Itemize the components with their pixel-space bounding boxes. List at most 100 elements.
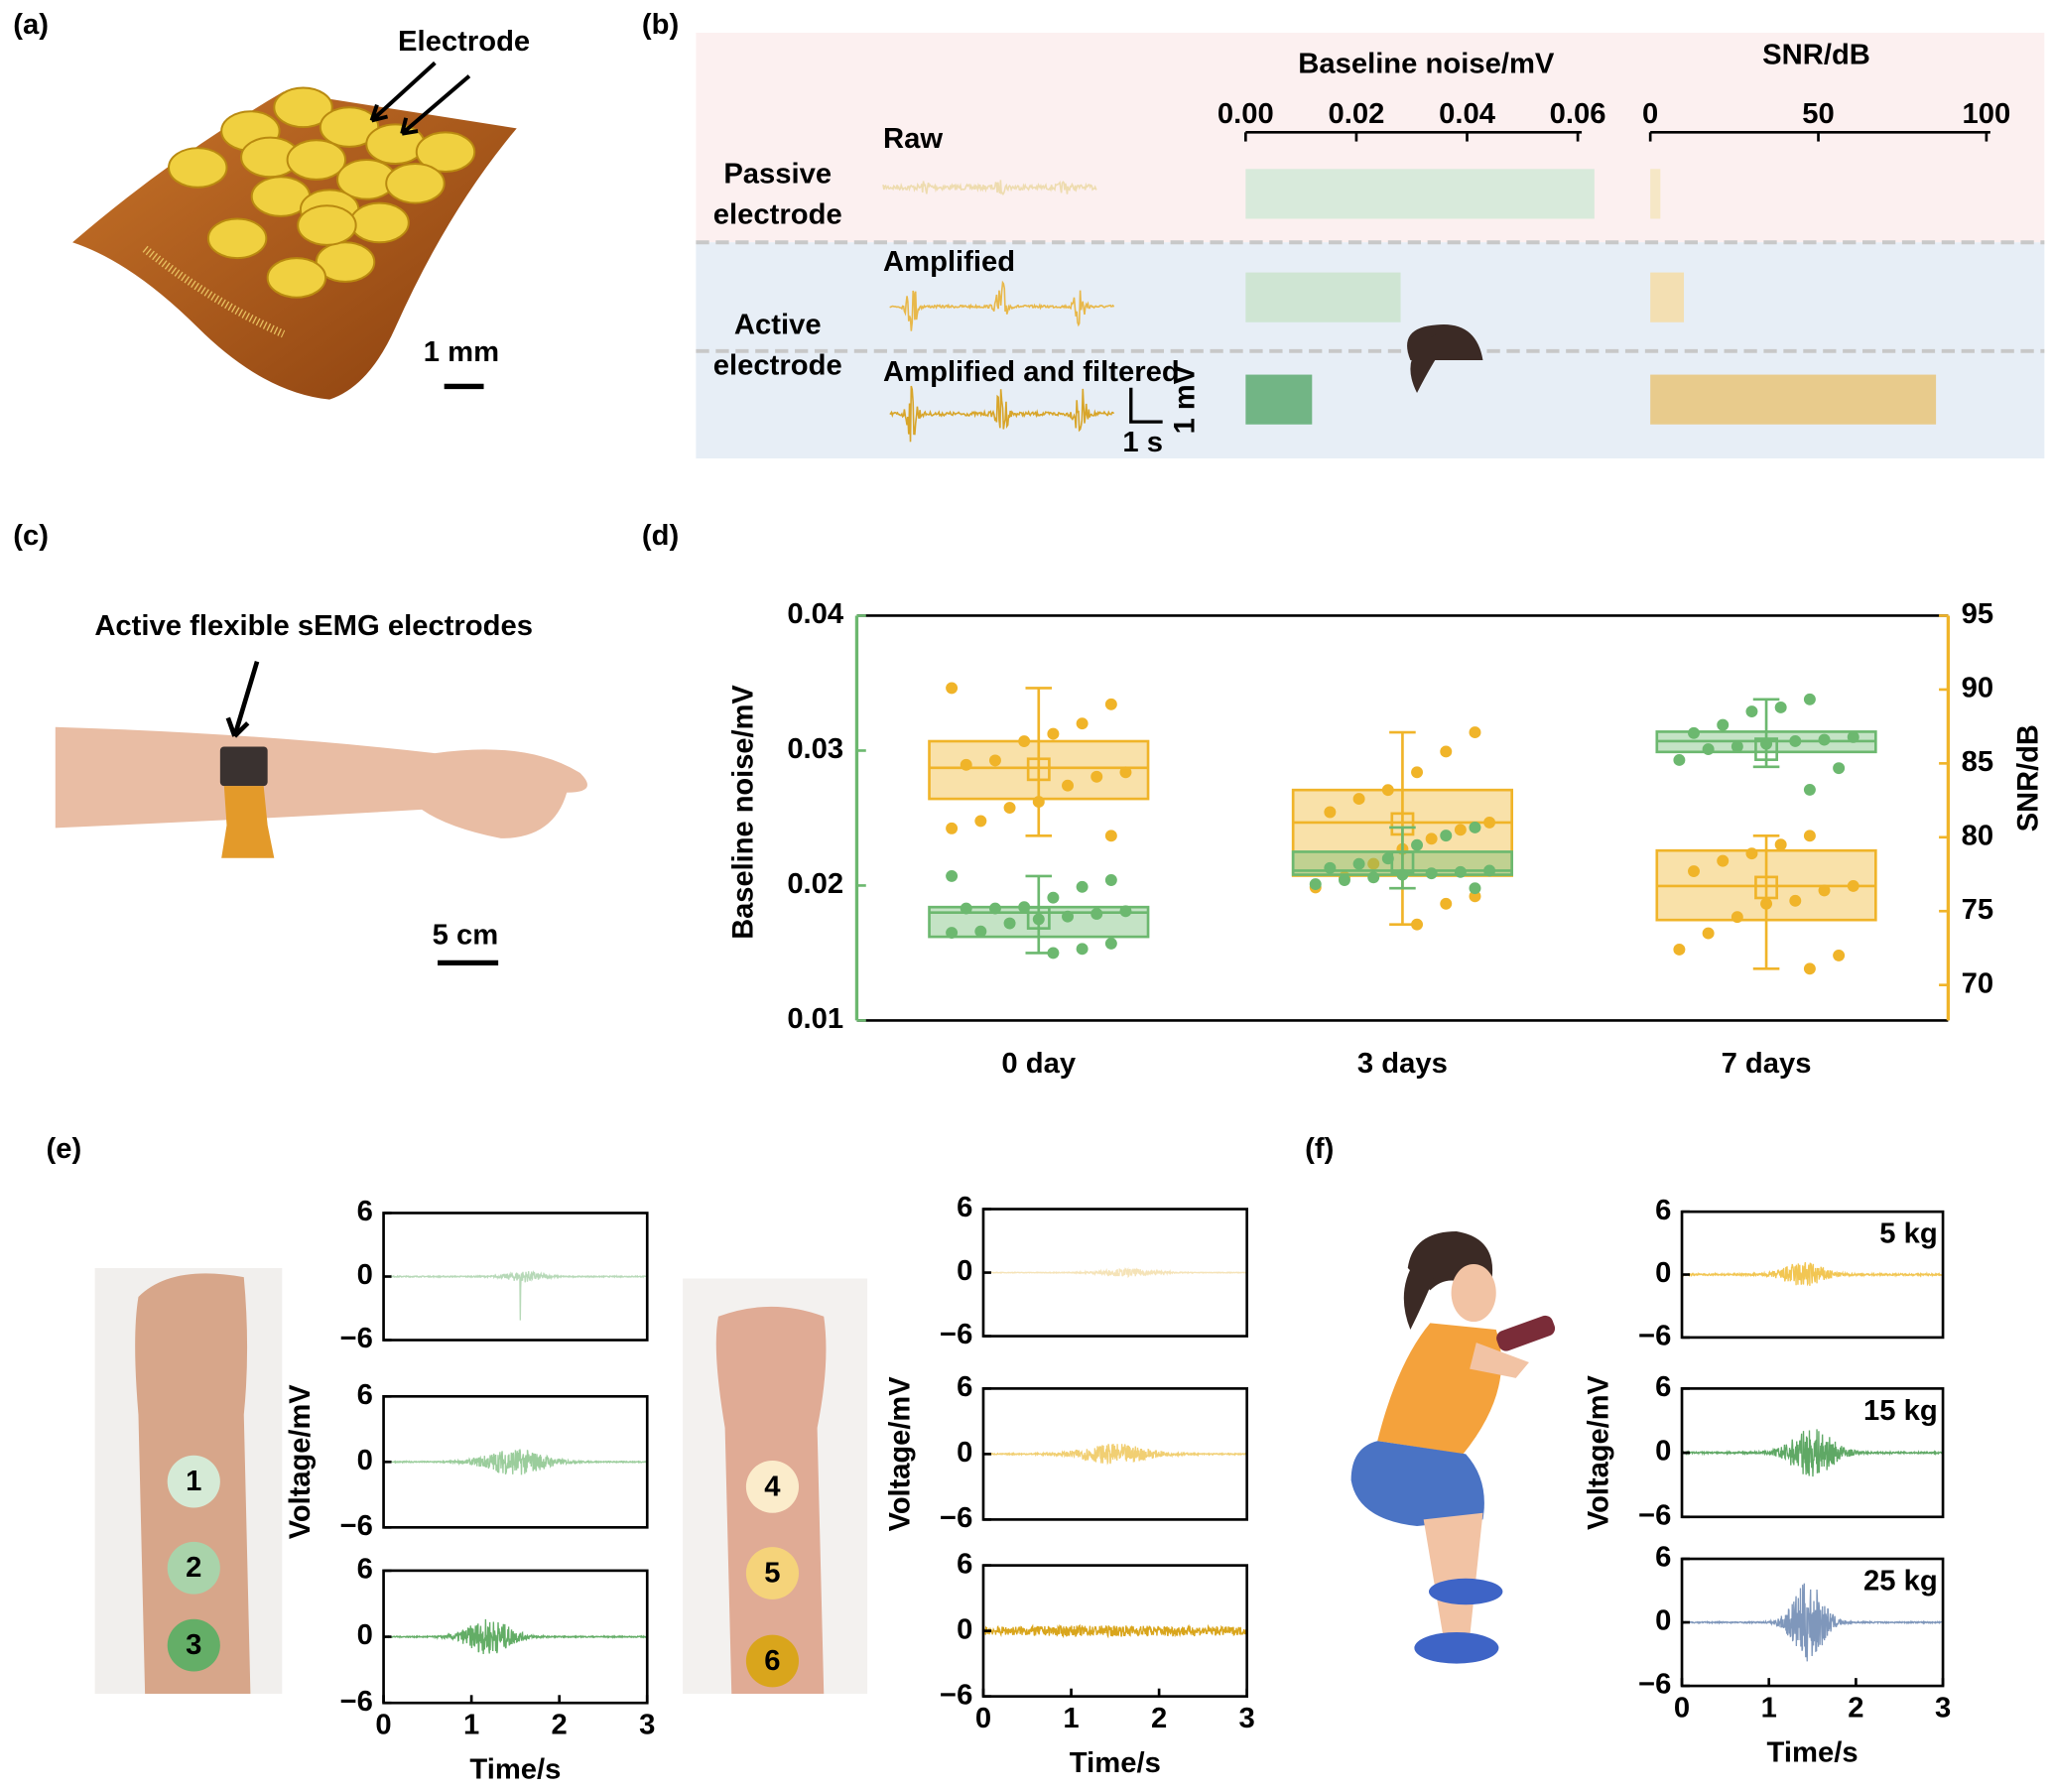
x-tick-label: 0.04 — [1439, 98, 1496, 130]
data-point — [1324, 806, 1337, 819]
signal-trace — [1681, 1583, 1944, 1662]
data-point — [974, 815, 987, 828]
data-point — [1076, 717, 1089, 730]
y-tick-label: 0 — [957, 1613, 972, 1645]
data-point — [1047, 947, 1060, 960]
data-point — [1745, 847, 1758, 860]
weight-label: 5 kg — [1879, 1218, 1937, 1250]
data-point — [1352, 857, 1365, 870]
data-point — [1469, 726, 1481, 739]
y-axis-label: Baseline noise/mV — [727, 685, 759, 940]
data-point — [1818, 884, 1831, 897]
electrode-pad — [168, 147, 228, 189]
signal-trace — [383, 1449, 648, 1475]
data-point — [1847, 730, 1859, 743]
scale-bar — [1129, 387, 1163, 424]
y2-tick-label: 85 — [1962, 746, 1994, 778]
data-point — [1396, 868, 1409, 881]
weight-label: 25 kg — [1863, 1566, 1938, 1598]
x-tick-label: 3 — [1935, 1693, 1951, 1725]
data-point — [1411, 918, 1424, 931]
y-tick-label: 0.03 — [787, 733, 843, 765]
bar — [1245, 272, 1401, 322]
scale-bar-label: 1 mV — [1169, 364, 1201, 434]
x-tick-label: 50 — [1802, 98, 1835, 130]
data-point — [1119, 766, 1132, 779]
data-point — [1018, 901, 1031, 914]
data-point — [1760, 897, 1773, 910]
x-tick-label: 1 — [1063, 1703, 1079, 1734]
scale-bar-label: 5 cm — [433, 920, 499, 952]
data-point — [1411, 838, 1424, 851]
data-point — [1003, 917, 1016, 930]
flex-cable — [221, 786, 275, 858]
data-point — [960, 902, 972, 915]
data-point — [946, 927, 959, 939]
axis-title: SNR/dB — [1762, 40, 1870, 71]
data-point — [1119, 905, 1132, 918]
axis-title: Baseline noise/mV — [1298, 49, 1555, 80]
waveform — [889, 385, 1115, 443]
site-marker — [167, 1541, 220, 1595]
data-point — [1062, 779, 1074, 792]
data-point — [1032, 796, 1045, 809]
x-tick-label: 1 — [1761, 1693, 1777, 1725]
x-axis-label: Time/s — [1767, 1736, 1859, 1768]
data-point — [1688, 865, 1700, 877]
waveform — [882, 180, 1097, 196]
face — [1451, 1263, 1496, 1323]
y-tick-label: 0 — [357, 1619, 373, 1651]
y-tick-label: −6 — [340, 1686, 373, 1718]
scale-bar-label: 1 mm — [424, 336, 499, 368]
box — [928, 739, 1150, 801]
y2-tick-label: 80 — [1962, 821, 1994, 852]
data-point — [1702, 927, 1715, 940]
y-tick-label: −6 — [340, 1510, 373, 1542]
data-point — [1338, 874, 1350, 886]
data-point — [1440, 830, 1453, 842]
x-tick-label: 2 — [1848, 1693, 1863, 1725]
panel-label: (c) — [13, 520, 49, 552]
trace-label: Raw — [883, 123, 943, 155]
mean — [1026, 757, 1051, 782]
data-point — [1803, 962, 1816, 975]
x-tick-label: 0.00 — [1218, 98, 1274, 130]
panel-label: (f) — [1305, 1133, 1334, 1165]
x-axis-label: Time/s — [469, 1754, 561, 1786]
arrow — [369, 61, 471, 136]
arm — [55, 726, 587, 838]
row-label: electrode — [713, 199, 842, 231]
y-tick-label: 6 — [357, 1196, 373, 1227]
site-label: 2 — [186, 1552, 201, 1584]
data-point — [1717, 718, 1730, 731]
y2-axis-label: SNR/dB — [2012, 724, 2044, 832]
torso — [1377, 1323, 1502, 1455]
x-tick-label: 0.06 — [1550, 98, 1606, 130]
site-marker — [745, 1634, 800, 1688]
y-tick-label: 0.01 — [787, 1003, 843, 1035]
y-tick-label: 6 — [957, 1371, 972, 1403]
y-tick-label: 0 — [1655, 1257, 1671, 1289]
site-label: 6 — [764, 1645, 780, 1677]
data-point — [1789, 894, 1802, 907]
x-tick-label: 3 days — [1357, 1048, 1448, 1080]
electrode-pad — [415, 131, 476, 173]
data-point — [1062, 910, 1074, 923]
electrode-pad — [385, 163, 446, 204]
data-point — [1104, 937, 1117, 950]
y-tick-label: 0 — [357, 1445, 373, 1476]
electrode-pad — [297, 204, 357, 246]
shorts — [1350, 1441, 1484, 1527]
data-point — [1090, 770, 1103, 783]
site-label: 3 — [186, 1629, 201, 1661]
data-point — [988, 902, 1001, 915]
data-point — [1104, 830, 1117, 842]
x-tick-label: 7 days — [1722, 1048, 1812, 1080]
electrode-pad — [286, 139, 347, 181]
x-tick-label: 2 — [552, 1710, 568, 1741]
data-point — [1774, 838, 1787, 851]
y-tick-label: −6 — [940, 1502, 972, 1534]
x-tick-label: 0 — [1674, 1693, 1690, 1725]
data-point — [1411, 766, 1424, 779]
